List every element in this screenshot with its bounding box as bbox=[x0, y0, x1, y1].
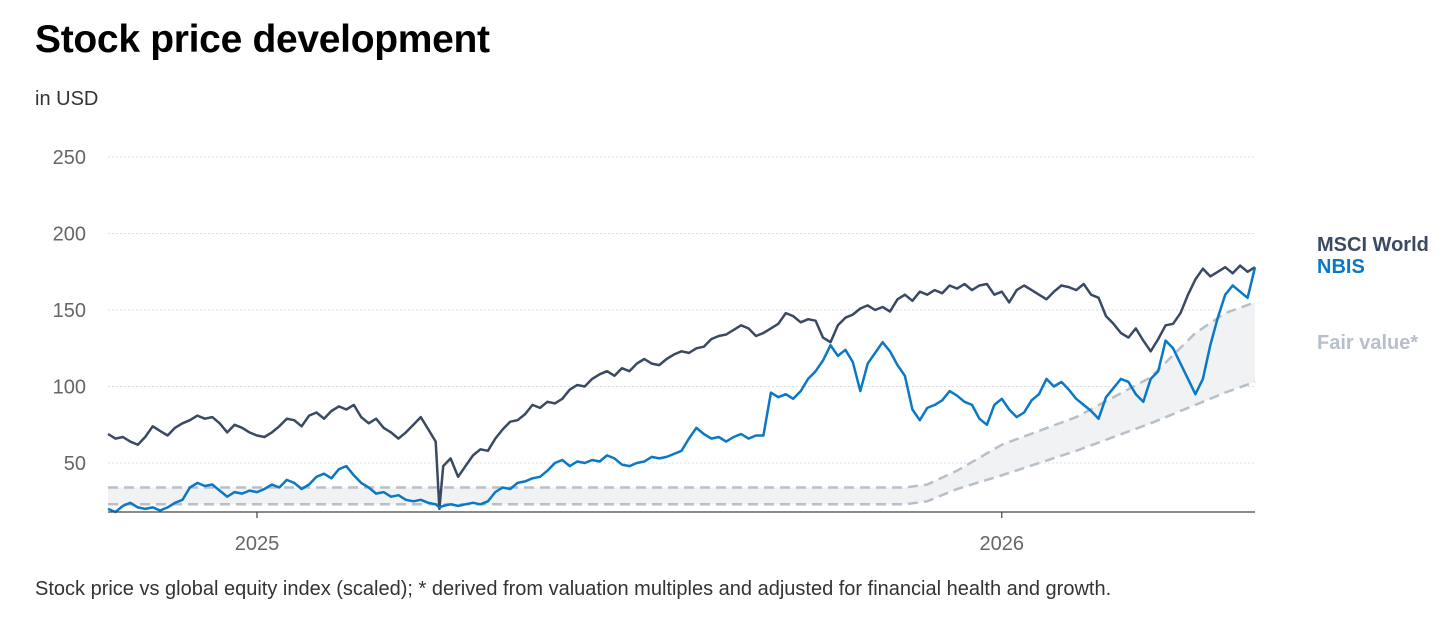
series-lines bbox=[107, 264, 1257, 514]
unit-label: in USD bbox=[35, 88, 99, 110]
msci-world-line bbox=[107, 264, 1256, 511]
y-tick-label-50: 50 bbox=[64, 453, 86, 475]
legend-msci-world: MSCI World bbox=[1317, 234, 1429, 256]
grid-layer bbox=[108, 156, 1255, 464]
chart-caption: Stock price vs global equity index (scal… bbox=[35, 578, 1112, 600]
legend-fair-value: Fair value* bbox=[1317, 332, 1418, 354]
y-tick-label-100: 100 bbox=[53, 377, 86, 399]
fair-value-band bbox=[108, 301, 1256, 506]
legend-nbis: NBIS bbox=[1317, 256, 1365, 278]
y-tick-label-150: 150 bbox=[53, 300, 86, 322]
y-tick-label-250: 250 bbox=[53, 147, 86, 169]
x-tick-label-2025: 2025 bbox=[235, 533, 280, 555]
x-tick-label-2026: 2026 bbox=[980, 533, 1025, 555]
nbis-line bbox=[107, 266, 1257, 514]
page-title: Stock price development bbox=[35, 18, 490, 61]
axes: 50 100 150 200 250 2025 2026 bbox=[53, 147, 1255, 555]
fair-value-lower-line bbox=[108, 380, 1256, 506]
y-tick-label-200: 200 bbox=[53, 224, 86, 246]
fair-value-upper-line bbox=[108, 301, 1256, 489]
